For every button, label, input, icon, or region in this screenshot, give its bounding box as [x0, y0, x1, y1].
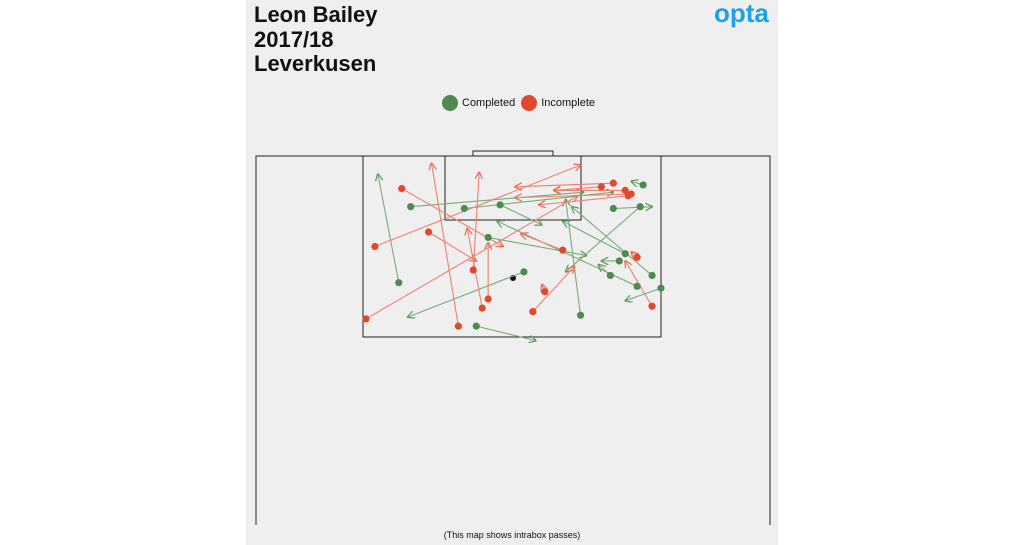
incomplete-pass-origin-13	[621, 186, 629, 194]
incomplete-pass-line-15	[539, 195, 629, 205]
incomplete-pass-origin-14	[597, 183, 606, 191]
completed-dot-icon	[442, 95, 458, 111]
completed-pass-line-1	[410, 192, 584, 208]
completed-pass-origin-0	[395, 279, 403, 287]
completed-pass-line-8	[566, 206, 641, 272]
incomplete-pass-origin-2	[398, 184, 406, 193]
completed-pass-origin-10	[621, 250, 629, 258]
legend-item-incomplete: Incomplete	[521, 95, 595, 111]
incomplete-pass-line-16	[515, 193, 632, 198]
completed-pass-line-0	[378, 174, 400, 283]
completed-pass-line-4	[408, 271, 525, 317]
dots-layer	[362, 179, 665, 330]
completed-pass-line-3	[499, 204, 542, 225]
incomplete-pass-line-3	[428, 231, 477, 261]
incomplete-pass-line-9	[521, 234, 563, 251]
incomplete-pass-origin-3	[424, 228, 433, 236]
completed-pass-origin-2	[460, 204, 468, 213]
footer-note: (This map shows intrabox passes)	[443, 530, 581, 540]
incomplete-pass-line-8	[532, 266, 575, 313]
legend-label-incomplete: Incomplete	[541, 97, 596, 109]
completed-pass-origin-16	[609, 204, 617, 213]
completed-pass-line-14	[566, 199, 582, 316]
completed-pass-origin-8	[636, 203, 644, 211]
completed-pass-origin-11	[648, 271, 656, 280]
chart-card	[246, 0, 778, 545]
incomplete-pass-origin-8	[529, 308, 537, 316]
incomplete-pass-origin-5	[469, 266, 477, 274]
incomplete-pass-line-5	[472, 172, 479, 271]
pitch-lines	[255, 150, 771, 525]
completed-pass-origin-13	[615, 257, 623, 265]
incomplete-pass-origin-1	[371, 242, 379, 251]
passes-layer	[365, 163, 662, 340]
completed-pass-line-6	[476, 325, 536, 340]
completed-pass-origin-14	[576, 311, 585, 319]
incomplete-pass-line-14	[554, 187, 602, 191]
completed-pass-origin-3	[496, 201, 504, 209]
incomplete-pass-line-12	[515, 182, 614, 187]
incomplete-pass-origin-12	[609, 179, 617, 187]
incomplete-pass-origin-17	[633, 253, 641, 261]
completed-pass-origin-1	[407, 203, 415, 211]
incomplete-pass-line-1	[374, 165, 581, 248]
opta-logo: opta	[714, 0, 769, 28]
completed-pass-origin-4	[520, 268, 528, 276]
incomplete-pass-origin-10	[648, 302, 656, 310]
legend-label-completed: Completed	[462, 97, 516, 109]
completed-pass-line-11	[572, 207, 653, 276]
incomplete-pass-line-4	[432, 163, 459, 327]
completed-pass-origin-6	[472, 322, 480, 330]
goal	[472, 150, 554, 157]
completed-pass-origin-5	[484, 233, 492, 242]
legend: Completed Incomplete	[442, 94, 601, 112]
incomplete-pass-origin-0	[362, 315, 370, 323]
incomplete-pass-origin-4	[454, 322, 462, 330]
incomplete-pass-origin-11	[541, 288, 549, 296]
incomplete-pass-origin-16	[627, 190, 635, 198]
incomplete-dot-icon	[521, 95, 538, 111]
incomplete-pass-origin-6	[478, 304, 486, 312]
incomplete-pass-origin-7	[484, 295, 492, 303]
legend-item-completed: Completed	[442, 95, 515, 111]
incomplete-pass-line-0	[365, 196, 578, 320]
completed-pass-origin-9	[639, 181, 647, 189]
completed-pass-line-16	[613, 207, 652, 209]
completed-pass-origin-7	[633, 282, 641, 290]
completed-pass-line-15	[625, 287, 662, 301]
title-player: Leon Bailey	[254, 2, 378, 27]
title-season: 2017/18	[254, 27, 334, 52]
completed-pass-origin-12	[606, 271, 614, 280]
completed-pass-origin-15	[657, 284, 665, 292]
title-team: Leverkusen	[254, 51, 377, 76]
incomplete-pass-origin-9	[559, 246, 567, 254]
completed-pass-line-10	[563, 221, 626, 255]
